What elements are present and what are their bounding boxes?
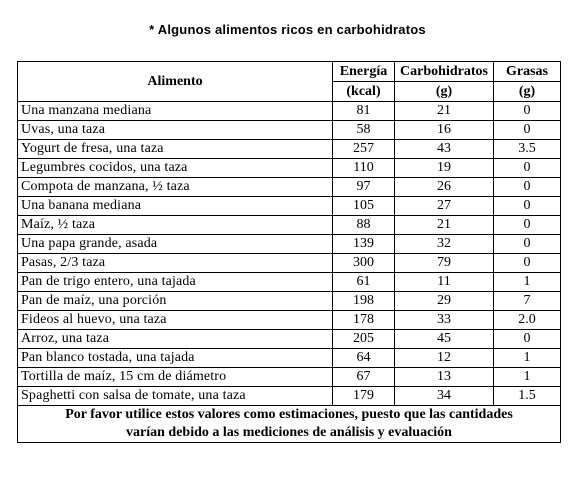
table-body: Una manzana mediana 81 21 0 Uvas, una ta… — [17, 101, 561, 443]
cell-food: Una banana mediana — [17, 196, 333, 216]
cell-food: Una manzana mediana — [17, 101, 333, 121]
table-row: Fideos al huevo, una taza 178 33 2.0 — [17, 310, 561, 330]
cell-fat: 0 — [493, 177, 561, 197]
cell-energy: 178 — [332, 310, 395, 330]
cell-food: Uvas, una taza — [17, 120, 333, 140]
cell-carb: 13 — [394, 367, 494, 387]
cell-energy: 64 — [332, 348, 395, 368]
cell-carb: 29 — [394, 291, 494, 311]
cell-food: Yogurt de fresa, una taza — [17, 139, 333, 159]
carbohydrate-table: Alimento Energía Carbohidratos Grasas (k… — [17, 61, 561, 443]
table-row: Compota de manzana, ½ taza 97 26 0 — [17, 177, 561, 197]
table-row: Pan de maíz, una porción 198 29 7 — [17, 291, 561, 311]
cell-fat: 0 — [493, 253, 561, 273]
header-row-top: Alimento Energía Carbohidratos Grasas — [17, 61, 561, 102]
cell-carb: 27 — [394, 196, 494, 216]
table-row: Arroz, una taza 205 45 0 — [17, 329, 561, 349]
cell-fat: 7 — [493, 291, 561, 311]
table-row: Una papa grande, asada 139 32 0 — [17, 234, 561, 254]
cell-energy: 67 — [332, 367, 395, 387]
cell-food: Compota de manzana, ½ taza — [17, 177, 333, 197]
cell-food: Legumbres cocidos, una taza — [17, 158, 333, 178]
cell-fat: 0 — [493, 158, 561, 178]
cell-food: Fideos al huevo, una taza — [17, 310, 333, 330]
table-row: Legumbres cocidos, una taza 110 19 0 — [17, 158, 561, 178]
cell-food: Pan de maíz, una porción — [17, 291, 333, 311]
table-row: Pan blanco tostada, una tajada 64 12 1 — [17, 348, 561, 368]
cell-energy: 61 — [332, 272, 395, 292]
header-fat-top: Grasas — [493, 61, 561, 82]
cell-energy: 58 — [332, 120, 395, 140]
cell-food: Pasas, 2/3 taza — [17, 253, 333, 273]
cell-food: Una papa grande, asada — [17, 234, 333, 254]
cell-food: Pan de trigo entero, una tajada — [17, 272, 333, 292]
cell-fat: 0 — [493, 196, 561, 216]
table-row: Uvas, una taza 58 16 0 — [17, 120, 561, 140]
table-row: Pasas, 2/3 taza 300 79 0 — [17, 253, 561, 273]
cell-energy: 198 — [332, 291, 395, 311]
cell-carb: 32 — [394, 234, 494, 254]
cell-food: Arroz, una taza — [17, 329, 333, 349]
cell-carb: 45 — [394, 329, 494, 349]
cell-energy: 205 — [332, 329, 395, 349]
note-row: Por favor utilice estos valores como est… — [17, 405, 561, 443]
header-fat-unit: (g) — [493, 81, 561, 102]
cell-fat: 1 — [493, 348, 561, 368]
cell-food: Tortilla de maíz, 15 cm de diámetro — [17, 367, 333, 387]
cell-energy: 105 — [332, 196, 395, 216]
cell-fat: 1.5 — [493, 386, 561, 406]
cell-carb: 19 — [394, 158, 494, 178]
cell-food: Spaghetti con salsa de tomate, una taza — [17, 386, 333, 406]
table-row: Yogurt de fresa, una taza 257 43 3.5 — [17, 139, 561, 159]
cell-fat: 0 — [493, 120, 561, 140]
cell-energy: 257 — [332, 139, 395, 159]
header-energy-unit: (kcal) — [332, 81, 395, 102]
cell-fat: 0 — [493, 101, 561, 121]
cell-carb: 21 — [394, 215, 494, 235]
table-row: Spaghetti con salsa de tomate, una taza … — [17, 386, 561, 406]
cell-energy: 88 — [332, 215, 395, 235]
cell-food: Pan blanco tostada, una tajada — [17, 348, 333, 368]
table-row: Tortilla de maíz, 15 cm de diámetro 67 1… — [17, 367, 561, 387]
cell-fat: 0 — [493, 234, 561, 254]
cell-energy: 179 — [332, 386, 395, 406]
cell-energy: 97 — [332, 177, 395, 197]
estimation-note: Por favor utilice estos valores como est… — [17, 405, 561, 443]
table-row: Maíz, ½ taza 88 21 0 — [17, 215, 561, 235]
cell-carb: 21 — [394, 101, 494, 121]
cell-carb: 79 — [394, 253, 494, 273]
cell-fat: 1 — [493, 367, 561, 387]
cell-fat: 0 — [493, 329, 561, 349]
table-row: Pan de trigo entero, una tajada 61 11 1 — [17, 272, 561, 292]
note-line-1: Por favor utilice estos valores como est… — [65, 407, 513, 422]
cell-fat: 1 — [493, 272, 561, 292]
cell-food: Maíz, ½ taza — [17, 215, 333, 235]
table-row: Una banana mediana 105 27 0 — [17, 196, 561, 216]
table-row: Una manzana mediana 81 21 0 — [17, 101, 561, 121]
cell-fat: 2.0 — [493, 310, 561, 330]
cell-carb: 43 — [394, 139, 494, 159]
header-carb-unit: (g) — [394, 81, 494, 102]
note-line-2: varían debido a las mediciones de anális… — [126, 425, 452, 440]
header-energy-top: Energía — [332, 61, 395, 82]
cell-carb: 34 — [394, 386, 494, 406]
header-food: Alimento — [17, 61, 333, 102]
cell-fat: 3.5 — [493, 139, 561, 159]
cell-fat: 0 — [493, 215, 561, 235]
cell-energy: 139 — [332, 234, 395, 254]
cell-energy: 300 — [332, 253, 395, 273]
cell-carb: 16 — [394, 120, 494, 140]
cell-carb: 33 — [394, 310, 494, 330]
header-carb-top: Carbohidratos — [394, 61, 494, 82]
cell-energy: 110 — [332, 158, 395, 178]
cell-carb: 26 — [394, 177, 494, 197]
table-caption: * Algunos alimentos ricos en carbohidrat… — [149, 22, 426, 37]
cell-carb: 11 — [394, 272, 494, 292]
cell-carb: 12 — [394, 348, 494, 368]
cell-energy: 81 — [332, 101, 395, 121]
